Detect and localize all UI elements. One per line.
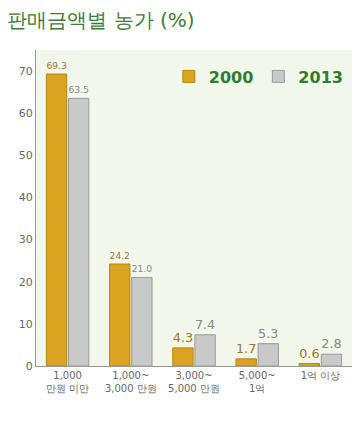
svg-text:2.8: 2.8 bbox=[321, 336, 341, 351]
svg-text:20: 20 bbox=[19, 276, 33, 289]
svg-text:0: 0 bbox=[26, 360, 33, 373]
svg-text:63.5: 63.5 bbox=[68, 85, 89, 95]
svg-text:4.3: 4.3 bbox=[173, 330, 193, 345]
svg-text:1.7: 1.7 bbox=[236, 341, 256, 356]
svg-text:0.6: 0.6 bbox=[299, 346, 319, 361]
svg-text:7.4: 7.4 bbox=[195, 317, 215, 332]
svg-text:30: 30 bbox=[19, 233, 33, 246]
svg-text:69.3: 69.3 bbox=[46, 61, 67, 71]
svg-text:3,000~5,000 만원: 3,000~5,000 만원 bbox=[168, 370, 220, 394]
svg-text:70: 70 bbox=[19, 65, 33, 78]
svg-text:판매금액별 농가 (%): 판매금액별 농가 (%) bbox=[7, 8, 194, 32]
svg-text:1,000만원 미만: 1,000만원 미만 bbox=[46, 370, 89, 394]
svg-text:21.0: 21.0 bbox=[132, 264, 153, 274]
svg-text:40: 40 bbox=[19, 191, 33, 204]
svg-text:10: 10 bbox=[19, 318, 33, 331]
svg-text:1,000~3,000 만원: 1,000~3,000 만원 bbox=[105, 370, 157, 394]
svg-text:60: 60 bbox=[19, 107, 33, 120]
svg-text:50: 50 bbox=[19, 149, 33, 162]
svg-text:5.3: 5.3 bbox=[258, 326, 278, 341]
svg-text:5,000~1억: 5,000~1억 bbox=[239, 370, 276, 394]
svg-text:2013: 2013 bbox=[298, 68, 343, 87]
svg-text:24.2: 24.2 bbox=[110, 251, 130, 261]
svg-text:1억 이상: 1억 이상 bbox=[301, 370, 341, 381]
svg-text:2000: 2000 bbox=[209, 68, 254, 87]
